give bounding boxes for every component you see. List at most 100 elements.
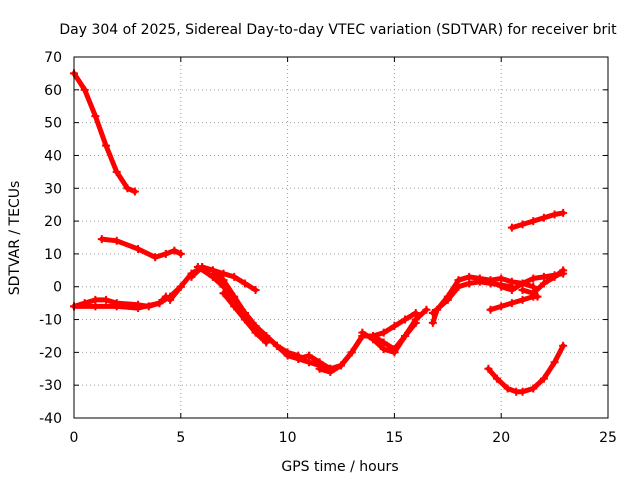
y-tick-label: -30 — [39, 378, 62, 394]
data-point — [401, 315, 410, 324]
data-point — [134, 304, 143, 313]
data-point — [130, 187, 139, 196]
data-point — [454, 282, 463, 291]
data-point — [102, 141, 111, 150]
data-point — [518, 286, 527, 295]
x-tick-label: 10 — [279, 430, 297, 446]
data-point — [539, 213, 548, 222]
data-point — [559, 208, 568, 217]
data-point — [240, 315, 249, 324]
data-point — [170, 246, 179, 255]
data-point — [283, 348, 292, 357]
data-point — [529, 384, 538, 393]
data-point — [230, 272, 239, 281]
data-point — [390, 348, 399, 357]
data-point — [390, 322, 399, 331]
data-point — [240, 279, 249, 288]
data-point — [507, 299, 516, 308]
data-point — [550, 358, 559, 367]
data-point — [550, 210, 559, 219]
data-point — [518, 220, 527, 229]
data-point — [559, 266, 568, 275]
data-point — [539, 374, 548, 383]
data-point — [497, 282, 506, 291]
data-point — [443, 295, 452, 304]
data-point — [428, 308, 437, 317]
data-point — [208, 272, 217, 281]
data-point — [262, 338, 271, 347]
y-tick-label: 60 — [44, 83, 62, 99]
x-tick-label: 20 — [492, 430, 510, 446]
data-point — [411, 308, 420, 317]
data-point — [304, 351, 313, 360]
data-point — [550, 272, 559, 281]
data-point — [219, 269, 228, 278]
y-tick-label: 0 — [53, 280, 62, 296]
data-point — [97, 235, 106, 244]
series-trace — [195, 264, 301, 359]
data-point — [102, 295, 111, 304]
grid-layer — [74, 57, 608, 418]
data-point — [151, 253, 160, 262]
data-point — [337, 361, 345, 370]
series-arc-k — [369, 308, 420, 340]
chart-title: Day 304 of 2025, Sidereal Day-to-day VTE… — [59, 22, 617, 38]
data-point — [112, 302, 121, 311]
y-tick-label: 10 — [44, 247, 62, 263]
data-point — [80, 85, 89, 94]
data-point — [465, 279, 474, 288]
x-tick-label: 5 — [176, 430, 185, 446]
series-arc-o — [518, 266, 568, 298]
data-point — [507, 223, 516, 232]
series-arc-g — [219, 289, 271, 347]
x-tick-label: 25 — [599, 430, 617, 446]
data-point — [379, 328, 388, 337]
data-point — [176, 249, 185, 258]
y-axis-label: SDTVAR / TECUs — [7, 181, 23, 296]
data-point — [161, 249, 170, 258]
data-point — [230, 302, 239, 311]
plot-frame — [73, 56, 609, 419]
data-point — [529, 274, 538, 283]
data-point — [91, 112, 100, 121]
data-point — [166, 292, 175, 301]
data-point — [497, 302, 506, 311]
data-point — [486, 305, 495, 314]
data-point — [134, 244, 143, 253]
data-point — [193, 263, 202, 272]
data-point — [369, 331, 378, 340]
data-point — [123, 184, 132, 193]
data-point — [428, 318, 437, 327]
data-point — [155, 299, 164, 308]
data-point — [422, 305, 431, 314]
y-tick-label: -40 — [39, 411, 62, 427]
series-arc-q — [507, 208, 568, 232]
y-tick-label: 30 — [44, 181, 62, 197]
data-point — [401, 331, 410, 340]
data-point — [559, 341, 568, 350]
data-point — [484, 364, 493, 373]
series-arc-r — [484, 341, 568, 396]
data-point — [326, 368, 335, 377]
y-tick-label: 40 — [44, 148, 62, 164]
y-tick-label: -20 — [39, 345, 62, 361]
data-point — [503, 384, 512, 393]
data-point — [347, 348, 356, 357]
series-arc-p — [486, 292, 542, 314]
data-point — [507, 286, 516, 295]
data-point — [529, 217, 538, 226]
x-tick-label: 0 — [70, 430, 79, 446]
x-axis-label: GPS time / hours — [281, 459, 398, 475]
y-tick-label: 50 — [44, 116, 62, 132]
data-point — [518, 387, 527, 396]
y-tick-label: 70 — [44, 50, 62, 66]
data-point — [539, 279, 548, 288]
series-layer — [70, 69, 568, 396]
x-tick-label: 15 — [385, 430, 403, 446]
data-point — [475, 277, 484, 286]
data-point — [112, 236, 121, 245]
tick-layer: 0 5 10 15 20 25 -40 -30 -20 -10 0 10 20 30 40 50 60 70 — [39, 50, 617, 446]
data-point — [518, 295, 527, 304]
